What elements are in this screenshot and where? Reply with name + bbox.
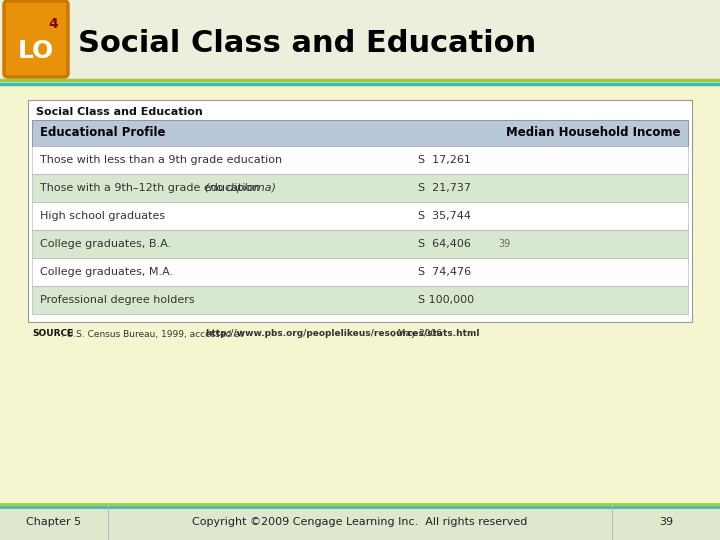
Bar <box>32 202 688 230</box>
Text: High school graduates: High school graduates <box>40 211 165 221</box>
Text: S 100,000: S 100,000 <box>418 295 474 305</box>
Bar <box>0 0 720 80</box>
Text: S  21,737: S 21,737 <box>418 183 471 193</box>
Text: (no diploma): (no diploma) <box>205 183 276 193</box>
Text: : U.S. Census Bureau, 1999, accessed at: : U.S. Census Bureau, 1999, accessed at <box>60 329 246 339</box>
Text: Those with less than a 9th grade education: Those with less than a 9th grade educati… <box>40 155 282 165</box>
Bar <box>32 146 688 174</box>
Text: 39: 39 <box>659 517 673 527</box>
Text: Those with a 9th–12th grade education: Those with a 9th–12th grade education <box>40 183 263 193</box>
Text: LO: LO <box>18 39 54 63</box>
Bar <box>32 258 688 286</box>
Bar <box>28 100 692 322</box>
Bar <box>32 120 688 146</box>
Text: Chapter 5: Chapter 5 <box>27 517 81 527</box>
Bar <box>32 286 688 314</box>
Bar <box>0 504 720 540</box>
Text: Educational Profile: Educational Profile <box>40 126 166 139</box>
Bar <box>32 230 688 258</box>
Text: 4: 4 <box>48 17 58 31</box>
Text: College graduates, B.A.: College graduates, B.A. <box>40 239 171 249</box>
Text: Social Class and Education: Social Class and Education <box>78 30 536 58</box>
Text: S  17,261: S 17,261 <box>418 155 471 165</box>
Text: Copyright ©2009 Cengage Learning Inc.  All rights reserved: Copyright ©2009 Cengage Learning Inc. Al… <box>192 517 528 527</box>
FancyBboxPatch shape <box>4 1 68 77</box>
Text: College graduates, M.A.: College graduates, M.A. <box>40 267 173 277</box>
Text: http://www.pbs.org/peoplelikeus/resources/stats.html: http://www.pbs.org/peoplelikeus/resource… <box>204 329 480 339</box>
Text: , May 2006: , May 2006 <box>392 329 442 339</box>
Text: 39: 39 <box>498 239 510 249</box>
Text: S  35,744: S 35,744 <box>418 211 471 221</box>
Text: S  74,476: S 74,476 <box>418 267 471 277</box>
Text: Median Household Income: Median Household Income <box>505 126 680 139</box>
Text: SOURCE: SOURCE <box>32 329 73 339</box>
Text: Social Class and Education: Social Class and Education <box>36 107 203 117</box>
Text: S  64,406: S 64,406 <box>418 239 471 249</box>
Bar <box>32 174 688 202</box>
Text: Professional degree holders: Professional degree holders <box>40 295 194 305</box>
